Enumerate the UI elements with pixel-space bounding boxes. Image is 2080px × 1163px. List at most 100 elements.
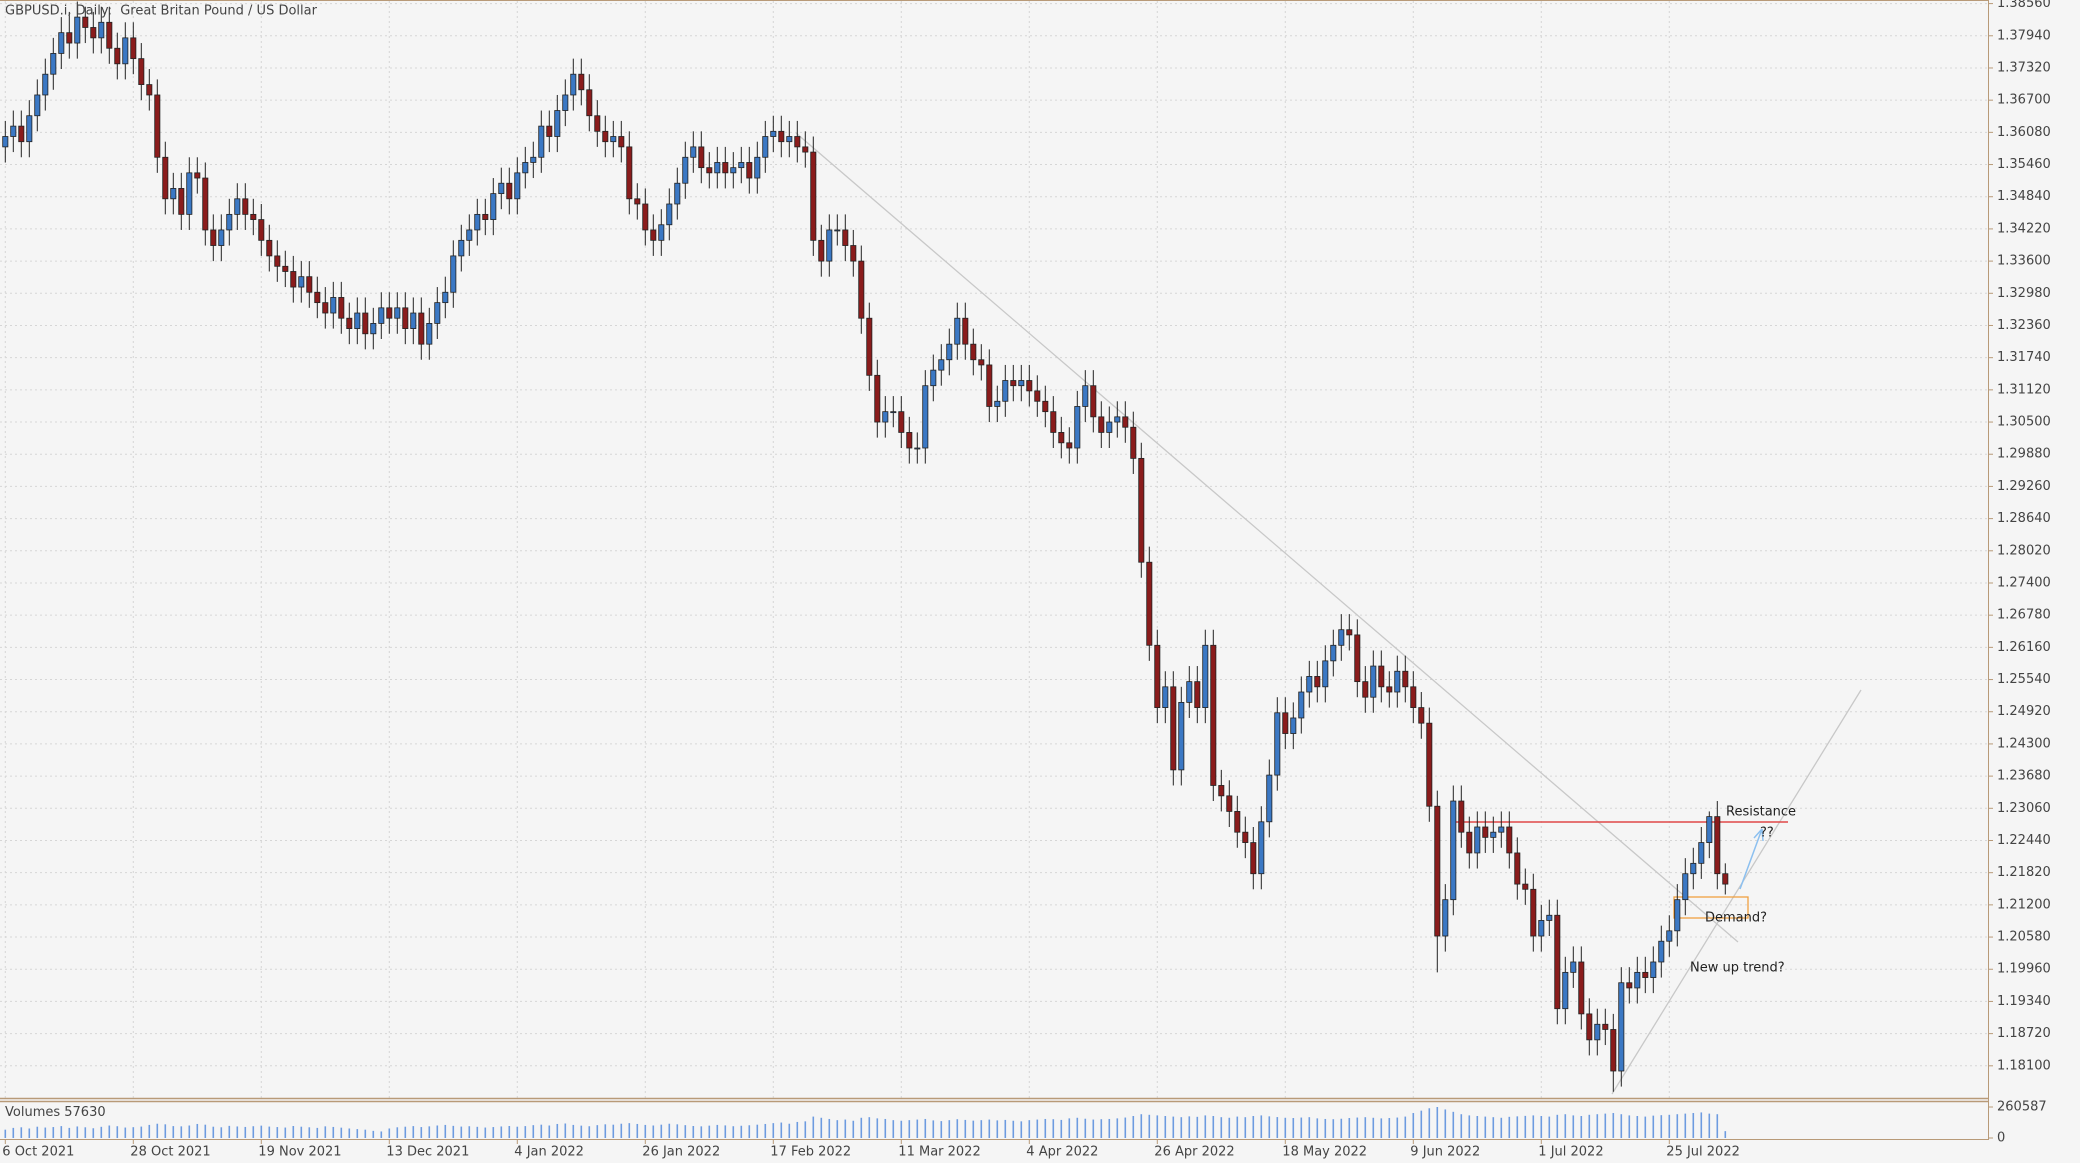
- y-tick-label: 1.36700: [1997, 93, 2051, 108]
- y-tick-label: 1.34220: [1997, 221, 2051, 236]
- candle-body: [1434, 805, 1441, 937]
- candle-body: [1114, 416, 1121, 423]
- candle-body: [98, 21, 105, 39]
- x-tick-label: 1 Jul 2022: [1538, 1145, 1603, 1160]
- x-tick-label: 4 Apr 2022: [1026, 1145, 1098, 1160]
- annotation: Demand?: [1705, 911, 1767, 926]
- candle-body: [418, 312, 425, 345]
- y-tick-label: 1.18720: [1997, 1026, 2051, 1041]
- y-tick-label: 1.19340: [1997, 994, 2051, 1009]
- candle-body: [1362, 681, 1369, 698]
- candle-body: [290, 271, 297, 288]
- candle-body: [1634, 971, 1641, 989]
- candle-body: [1458, 800, 1465, 833]
- candle-body: [1026, 380, 1033, 392]
- candle-body: [1226, 795, 1233, 812]
- candle-body: [610, 136, 617, 143]
- candle-body: [714, 162, 721, 174]
- candle-body: [1586, 1013, 1593, 1041]
- candle-body: [794, 136, 801, 148]
- candle-body: [322, 302, 329, 314]
- candle-body: [90, 27, 97, 39]
- y-tick-label: 1.36080: [1997, 125, 2051, 140]
- candle-body: [42, 73, 49, 96]
- candle-body: [234, 198, 241, 215]
- candle-body: [642, 203, 649, 231]
- candle-body: [410, 312, 417, 329]
- candle-body: [50, 53, 57, 75]
- y-tick-label: 1.20580: [1997, 930, 2051, 945]
- candle-body: [1282, 712, 1289, 734]
- candle-body: [218, 229, 225, 246]
- y-tick-label: 1.21200: [1997, 897, 2051, 912]
- candle-body: [1154, 644, 1161, 708]
- candle-body: [1314, 676, 1321, 688]
- candle-body: [1234, 811, 1241, 833]
- candle-body: [754, 156, 761, 179]
- candle-body: [442, 291, 449, 304]
- candle-body: [26, 115, 33, 143]
- candle-body: [450, 255, 457, 293]
- candle-body: [226, 213, 233, 231]
- candle-body: [122, 37, 129, 65]
- candle-body: [770, 130, 777, 137]
- candle-body: [386, 307, 393, 319]
- x-tick-label: 19 Nov 2021: [258, 1145, 341, 1160]
- candle-body: [1386, 686, 1393, 693]
- y-tick-label: 1.32360: [1997, 318, 2051, 333]
- candle-body: [82, 16, 89, 28]
- candle-body: [1290, 717, 1297, 734]
- candle-body: [354, 312, 361, 329]
- candle-body: [1258, 821, 1265, 875]
- candle-body: [194, 172, 201, 179]
- y-tick-label: 1.34840: [1997, 189, 2051, 204]
- candle-body: [1482, 826, 1489, 838]
- candle-body: [258, 219, 265, 241]
- candle-body: [18, 125, 25, 143]
- candle-body: [970, 343, 977, 361]
- candle-body: [178, 188, 185, 215]
- candle-body: [986, 364, 993, 407]
- y-tick-label: 1.31740: [1997, 350, 2051, 365]
- candle-body: [786, 136, 793, 143]
- candle-body: [1218, 785, 1225, 797]
- candle-body: [130, 37, 137, 60]
- candle-body: [402, 307, 409, 329]
- candle-body: [946, 343, 953, 361]
- candle-body: [762, 136, 769, 158]
- candle-body: [346, 317, 353, 329]
- candle-body: [274, 255, 281, 267]
- volume-tick-label: 0: [1997, 1131, 2005, 1146]
- y-tick-label: 1.26780: [1997, 608, 2051, 623]
- chart-title: GBPUSD.i, Daily: Great Britan Pound / US…: [5, 4, 318, 19]
- candle-body: [834, 229, 841, 232]
- candle-body: [1170, 686, 1177, 771]
- candle-body: [690, 146, 697, 158]
- candle-body: [1722, 873, 1729, 885]
- candle-body: [202, 177, 209, 231]
- candle-body: [154, 94, 161, 158]
- candle-body: [1370, 665, 1377, 698]
- candle-body: [506, 182, 513, 200]
- y-tick-label: 1.38560: [1997, 0, 2051, 11]
- candle-body: [66, 32, 73, 44]
- y-tick-label: 1.21820: [1997, 865, 2051, 880]
- candle-body: [1418, 707, 1425, 724]
- candle-body: [1146, 561, 1153, 646]
- candles: [2, 1, 1729, 1092]
- candle-body: [674, 182, 681, 205]
- candle-body: [1058, 432, 1065, 444]
- candle-body: [1298, 691, 1305, 719]
- candle-body: [554, 110, 561, 137]
- y-tick-label: 1.26160: [1997, 640, 2051, 655]
- candle-body: [522, 162, 529, 174]
- candle-body: [818, 239, 825, 262]
- candle-body: [858, 260, 865, 319]
- x-tick-label: 6 Oct 2021: [2, 1145, 74, 1160]
- candle-body: [874, 374, 881, 423]
- candle-body: [1410, 686, 1417, 708]
- candle-body: [1354, 634, 1361, 683]
- y-tick-label: 1.28020: [1997, 543, 2051, 558]
- volume-bars: [4, 1107, 1727, 1138]
